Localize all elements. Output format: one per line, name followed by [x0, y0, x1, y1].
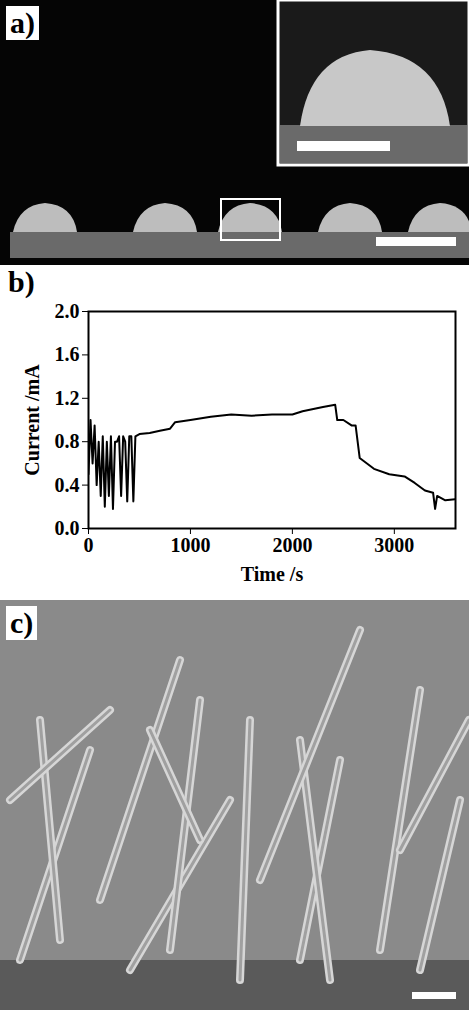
html-text:b): b): [8, 265, 35, 298]
svg-text:0.0: 0.0: [55, 517, 80, 539]
svg-text:2.0: 2.0: [55, 300, 80, 322]
svg-text:Current /mA: Current /mA: [21, 364, 43, 476]
svg-text:0: 0: [84, 534, 94, 556]
svg-text:Time /s: Time /s: [241, 563, 304, 585]
svg-text:0.8: 0.8: [55, 430, 80, 452]
svg-text:1000: 1000: [170, 534, 210, 556]
html-text:c): c): [10, 606, 34, 639]
html-text:a): a): [10, 6, 35, 39]
svg-text:3000: 3000: [374, 534, 414, 556]
svg-text:1.2: 1.2: [55, 387, 80, 409]
svg-text:0.4: 0.4: [55, 474, 80, 496]
svg-text:1.6: 1.6: [55, 343, 80, 365]
svg-text:2000: 2000: [272, 534, 312, 556]
